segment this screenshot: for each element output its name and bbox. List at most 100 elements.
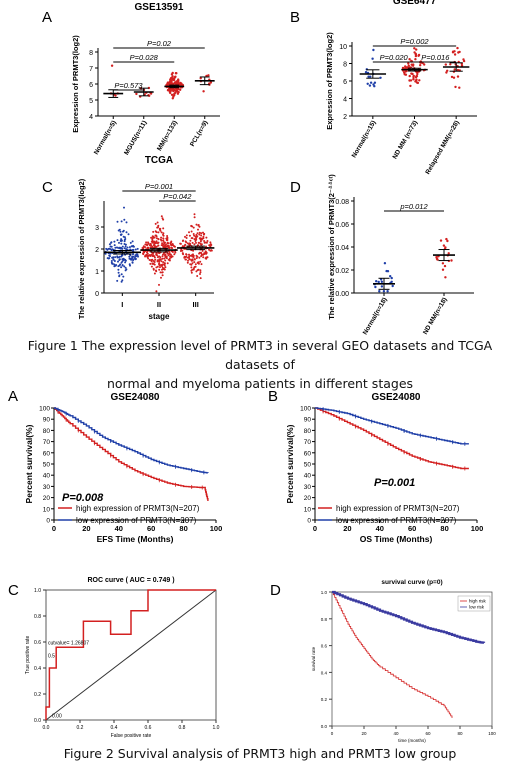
survival-curve-1 <box>315 407 469 445</box>
x-tick-label: 60 <box>408 524 416 533</box>
y-tick-label: 2 <box>95 247 99 254</box>
plot-frame <box>45 589 217 721</box>
data-point <box>118 241 120 244</box>
data-point <box>157 241 160 244</box>
data-point <box>129 264 131 267</box>
data-point <box>187 259 189 262</box>
cutoff-annotation: cutvalue= 1.26807 <box>48 641 89 647</box>
data-point <box>409 84 412 88</box>
data-point <box>120 220 123 223</box>
data-point <box>122 235 125 238</box>
data-point <box>462 58 465 61</box>
data-point <box>162 218 165 221</box>
data-point <box>145 254 148 257</box>
data-point <box>151 238 154 241</box>
data-point <box>170 246 173 249</box>
reference-diagonal <box>45 589 217 721</box>
legend-label-1: low expression of PRMT3(N=207) <box>336 516 457 525</box>
roc-curve <box>45 589 216 720</box>
data-point <box>377 280 380 284</box>
data-point <box>207 74 210 77</box>
data-point <box>128 246 131 249</box>
data-point <box>157 244 160 247</box>
y-tick-label: 0.8 <box>34 614 41 620</box>
data-point <box>166 235 169 237</box>
data-point <box>197 228 199 231</box>
annotation-label: 0.00 <box>52 713 62 719</box>
y-axis-label: The relative expression of PRMT3(2⁻ᐞᐞᶜᵗ) <box>327 174 336 320</box>
data-point <box>374 285 377 289</box>
data-point <box>147 254 150 257</box>
data-point <box>136 247 139 250</box>
data-point <box>173 253 176 256</box>
data-point <box>148 259 151 261</box>
x-tick-label: 0.2 <box>77 725 84 731</box>
y-axis-label: Percent survival(%) <box>285 424 295 503</box>
x-tick-label: 60 <box>425 731 431 736</box>
data-point <box>190 271 193 274</box>
x-tick-label: II <box>157 300 161 309</box>
legend-label-1: low expression of PRMT3(N=207) <box>76 516 197 525</box>
data-point <box>152 254 154 257</box>
y-tick-label: 60 <box>304 450 312 457</box>
data-point <box>163 244 166 247</box>
data-point <box>189 239 192 242</box>
data-point <box>386 290 389 293</box>
data-point <box>174 251 177 254</box>
data-point <box>120 238 123 241</box>
data-point <box>193 216 196 219</box>
data-point <box>368 84 372 87</box>
data-point <box>113 244 116 247</box>
data-point <box>171 75 174 78</box>
data-point <box>124 269 127 272</box>
data-point <box>410 72 413 75</box>
y-tick-label: 0 <box>307 518 311 525</box>
data-point <box>158 262 161 265</box>
data-point <box>203 240 206 242</box>
data-point <box>188 234 191 237</box>
data-point <box>415 78 418 81</box>
y-tick-label: 6 <box>343 79 347 86</box>
data-point <box>104 252 107 255</box>
data-point <box>113 240 116 243</box>
data-point <box>401 66 405 70</box>
data-point <box>166 262 169 265</box>
y-tick-label: 6 <box>89 82 93 89</box>
data-point <box>190 259 193 262</box>
data-point <box>196 275 199 277</box>
data-point <box>124 238 127 240</box>
figure-2-caption: Figure 2 Survival analysis of PRMT3 high… <box>63 746 457 761</box>
data-point <box>192 256 195 259</box>
data-point <box>380 285 384 288</box>
data-point <box>157 224 160 227</box>
data-point <box>165 257 168 260</box>
data-point <box>443 264 447 268</box>
data-point <box>188 253 190 256</box>
x-tick-label: 20 <box>82 524 90 533</box>
data-point <box>364 71 368 74</box>
data-point <box>199 273 201 275</box>
data-point <box>454 85 457 89</box>
data-point <box>123 240 126 243</box>
y-tick-label: 0.2 <box>321 697 328 702</box>
y-tick-label: 100 <box>39 406 50 413</box>
panel-letter: C <box>8 582 19 599</box>
x-tick-label: MGUS(n=11) <box>123 120 148 157</box>
data-point <box>120 242 123 245</box>
data-point <box>161 274 164 277</box>
data-point <box>447 252 450 255</box>
data-point <box>176 80 179 83</box>
data-point <box>202 237 205 240</box>
data-point <box>150 259 153 262</box>
x-tick-label: 0.4 <box>111 725 118 731</box>
data-point <box>159 256 162 259</box>
data-point <box>125 221 128 224</box>
data-point <box>114 94 117 97</box>
data-point <box>160 236 163 239</box>
panel-c-dotplot: C TCGA 0 1 2 3 The relative expression of PRMT… <box>42 155 215 321</box>
data-point <box>198 237 201 240</box>
data-point <box>146 256 149 258</box>
data-point <box>366 82 369 86</box>
data-point <box>209 241 212 244</box>
